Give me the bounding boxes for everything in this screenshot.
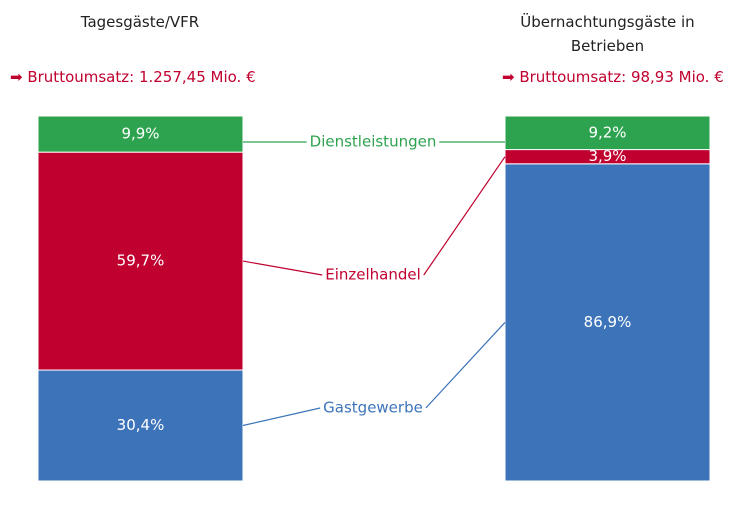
value-label: 9,9% [121,125,159,143]
revenue-note: ➡ Bruttoumsatz: 98,93 Mio. € [502,68,724,86]
connector-line [242,407,321,427]
value-label: 30,4% [117,416,165,434]
legend-label: Dienstleistungen [310,133,437,151]
connector-line [242,260,323,276]
revenue-text: Bruttoumsatz: 98,93 Mio. € [519,68,724,86]
value-label: 9,2% [588,123,626,141]
value-label: 86,9% [584,313,632,331]
connector-line [423,156,506,276]
bar-segment [37,151,244,371]
category-title: Übernachtungsgäste in Betrieben [520,13,695,55]
bar-segment [37,369,244,482]
bar-segment [37,115,244,153]
legend-label: Gastgewerbe [323,399,423,417]
value-label: 59,7% [117,252,165,270]
revenue-note: ➡ Bruttoumsatz: 1.257,45 Mio. € [10,68,256,86]
value-label: 3,9% [588,147,626,165]
bar-segment [504,163,711,482]
category-title: Tagesgäste/VFR [80,13,200,31]
legend-label: Einzelhandel [325,266,421,284]
connector-line [425,322,506,409]
bar-segment [504,115,711,151]
revenue-text: Bruttoumsatz: 1.257,45 Mio. € [27,68,256,86]
arrow-icon: ➡ [502,68,520,86]
arrow-icon: ➡ [10,68,28,86]
